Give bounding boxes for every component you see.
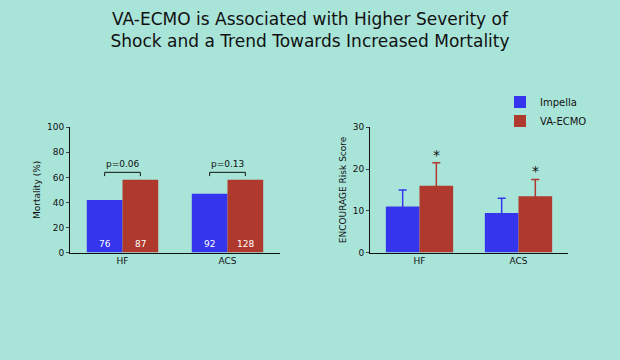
- svg-text:87: 87: [135, 239, 146, 249]
- svg-text:10: 10: [353, 206, 365, 216]
- svg-text:VA-ECMO is Associated with Hig: VA-ECMO is Associated with Higher Severi…: [110, 9, 509, 51]
- svg-text:0: 0: [58, 248, 64, 258]
- svg-text:20: 20: [353, 164, 365, 174]
- svg-text:ENCOURAGE Risk Score: ENCOURAGE Risk Score: [338, 136, 348, 243]
- svg-text:92: 92: [204, 239, 215, 249]
- svg-text:p=0.06: p=0.06: [106, 159, 140, 169]
- svg-text:ACS: ACS: [510, 256, 528, 266]
- svg-text:p=0.13: p=0.13: [211, 159, 244, 169]
- svg-text:*: *: [433, 147, 440, 163]
- svg-text:ACS: ACS: [219, 256, 237, 266]
- svg-text:40: 40: [53, 198, 65, 208]
- svg-text:VA-ECMO: VA-ECMO: [540, 116, 586, 127]
- svg-text:0: 0: [358, 248, 364, 258]
- svg-text:HF: HF: [117, 256, 129, 266]
- svg-text:100: 100: [47, 122, 64, 132]
- svg-text:30: 30: [353, 122, 365, 132]
- svg-text:Impella: Impella: [540, 97, 577, 108]
- svg-text:76: 76: [99, 239, 111, 249]
- svg-text:20: 20: [53, 223, 65, 233]
- svg-text:128: 128: [237, 239, 254, 249]
- svg-text:*: *: [532, 163, 539, 179]
- svg-text:HF: HF: [414, 256, 426, 266]
- svg-text:Mortality (%): Mortality (%): [32, 161, 42, 219]
- svg-text:60: 60: [53, 173, 65, 183]
- svg-text:80: 80: [53, 147, 65, 157]
